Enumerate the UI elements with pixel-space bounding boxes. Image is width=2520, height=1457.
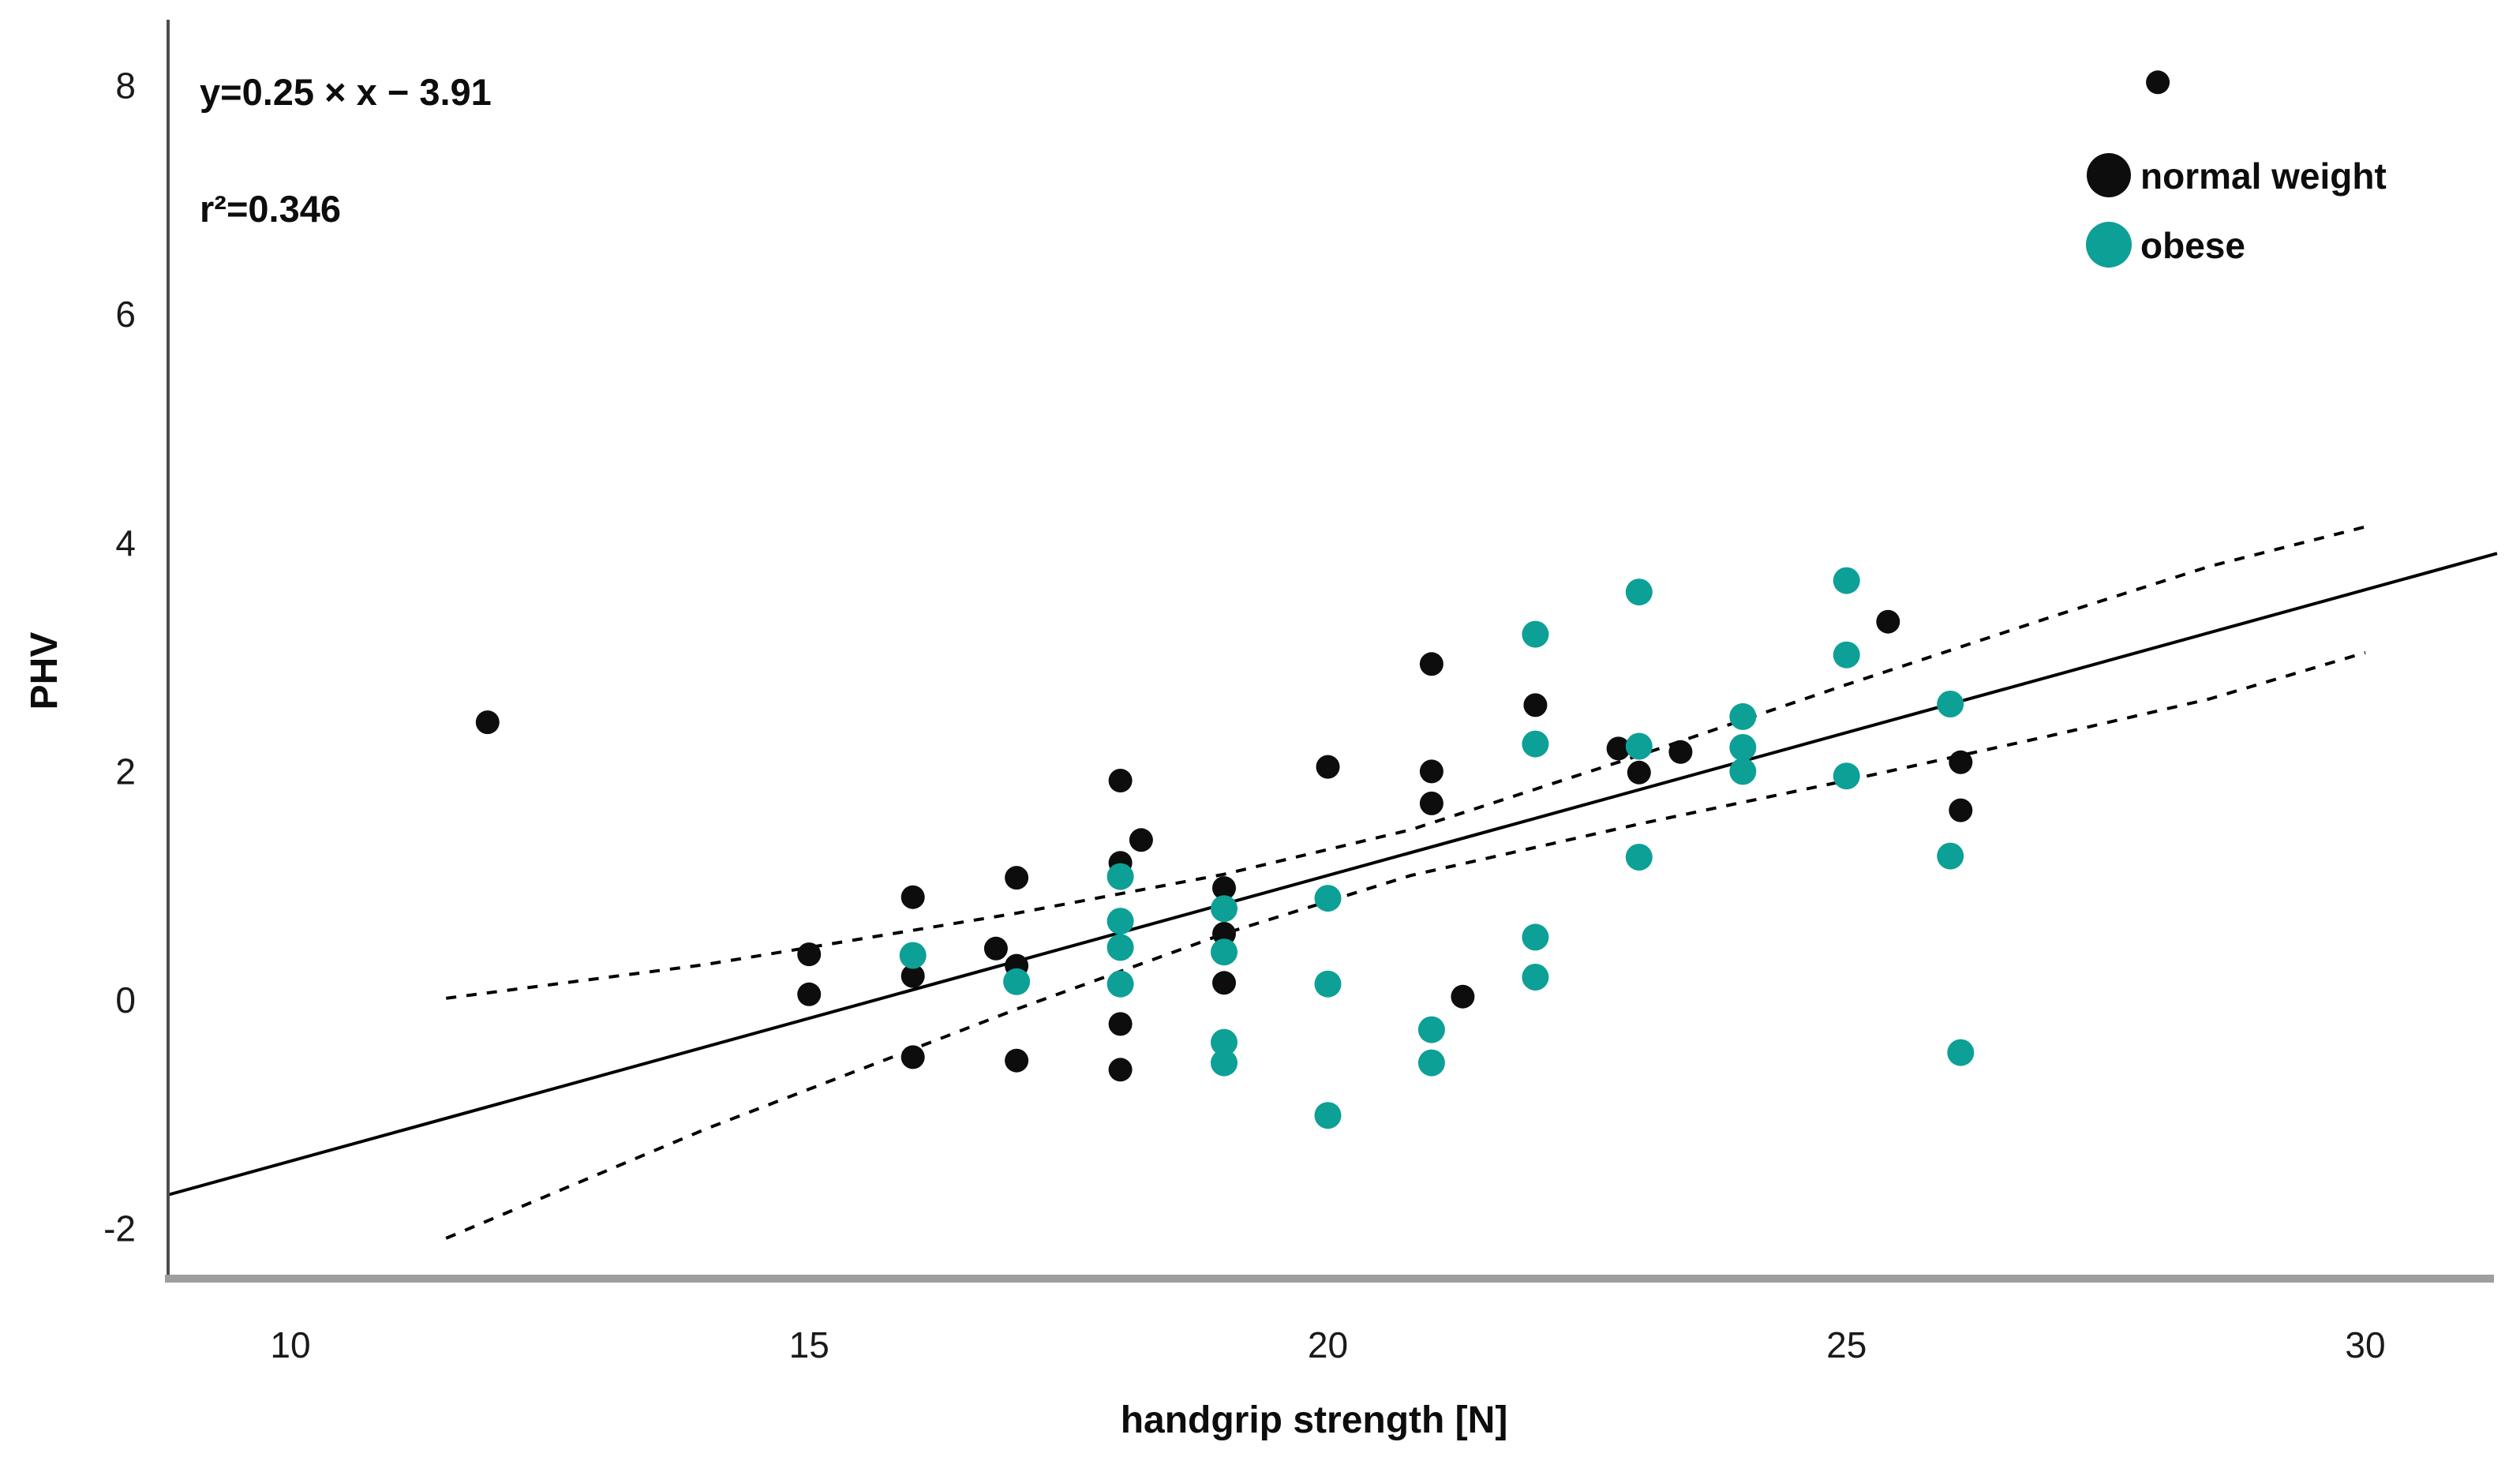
data-point bbox=[1108, 1058, 1133, 1082]
data-point bbox=[1947, 1039, 1975, 1066]
ci-upper-dashed-line bbox=[445, 525, 2366, 1000]
data-point bbox=[901, 1045, 925, 1069]
data-point bbox=[1106, 970, 1134, 998]
data-point bbox=[1212, 876, 1236, 901]
data-point bbox=[1522, 923, 1549, 951]
data-point bbox=[901, 885, 925, 909]
legend-marker-normal-weight bbox=[2087, 153, 2131, 197]
equation-text: y=0.25 × x − 3.91 bbox=[200, 71, 492, 113]
data-point bbox=[1314, 1102, 1342, 1129]
data-point bbox=[1876, 609, 1900, 634]
data-point bbox=[1108, 769, 1133, 792]
y-tick-label: 8 bbox=[115, 66, 136, 107]
data-point bbox=[1314, 885, 1342, 912]
data-point bbox=[1129, 828, 1153, 852]
x-axis-label: handgrip strength [N] bbox=[1121, 1399, 1508, 1441]
data-point bbox=[1417, 1016, 1445, 1043]
data-point bbox=[1625, 579, 1653, 606]
data-point bbox=[1212, 971, 1236, 995]
legend-label-normal-weight: normal weight bbox=[2140, 155, 2387, 197]
data-point bbox=[1833, 641, 1860, 669]
x-tick-label: 20 bbox=[1308, 1324, 1348, 1365]
data-point bbox=[1949, 798, 1973, 822]
data-point bbox=[901, 964, 925, 988]
data-point bbox=[1833, 567, 1860, 594]
data-point bbox=[1106, 863, 1134, 890]
y-tick-label: 0 bbox=[115, 979, 136, 1021]
data-point bbox=[2146, 70, 2170, 95]
data-point bbox=[1522, 730, 1549, 758]
data-point bbox=[1625, 844, 1653, 871]
data-point bbox=[1668, 740, 1693, 764]
data-point bbox=[1003, 968, 1031, 995]
y-axis-tick-labels: 8 6 4 2 0 -2 bbox=[103, 66, 136, 1249]
data-point bbox=[1211, 938, 1238, 966]
data-point bbox=[1949, 750, 1973, 774]
y-tick-label: 2 bbox=[115, 751, 136, 792]
data-point bbox=[1106, 934, 1134, 961]
data-point bbox=[1451, 984, 1475, 1009]
data-point bbox=[797, 942, 822, 967]
data-point bbox=[899, 942, 927, 969]
legend: normal weight obese bbox=[2086, 153, 2387, 268]
data-point bbox=[1625, 732, 1653, 760]
data-point bbox=[1833, 762, 1860, 790]
data-point bbox=[1419, 652, 1443, 676]
data-point bbox=[1314, 970, 1342, 998]
data-point bbox=[1005, 866, 1029, 890]
data-point bbox=[1523, 693, 1548, 717]
data-point bbox=[1419, 791, 1443, 815]
data-point bbox=[475, 710, 500, 735]
data-point bbox=[1729, 702, 1757, 730]
y-axis-label: PHV bbox=[24, 632, 66, 710]
x-tick-label: 30 bbox=[2345, 1324, 2385, 1365]
data-point bbox=[1419, 759, 1443, 784]
x-tick-label: 10 bbox=[270, 1324, 310, 1365]
data-point bbox=[1937, 842, 1964, 870]
confidence-interval-lines bbox=[445, 525, 2366, 1240]
data-point bbox=[1106, 908, 1134, 935]
x-axis-tick-labels: 10 15 20 25 30 bbox=[270, 1324, 2385, 1365]
legend-label-obese: obese bbox=[2140, 225, 2245, 266]
data-point bbox=[1606, 736, 1631, 761]
y-tick-label: -2 bbox=[103, 1208, 136, 1249]
data-point bbox=[1417, 1049, 1445, 1077]
obese-points bbox=[899, 567, 1975, 1129]
r-squared-text: r²=0.346 bbox=[200, 188, 341, 230]
y-tick-label: 4 bbox=[115, 522, 136, 564]
data-point bbox=[983, 936, 1008, 961]
data-point bbox=[1729, 758, 1757, 785]
data-point bbox=[1522, 620, 1549, 648]
data-point bbox=[1937, 691, 1964, 717]
data-point bbox=[797, 982, 822, 1006]
data-point bbox=[1211, 1028, 1238, 1056]
data-point bbox=[1522, 964, 1549, 991]
data-point bbox=[1316, 755, 1340, 779]
ci-lower-dashed-line bbox=[445, 650, 2366, 1240]
data-point bbox=[1729, 734, 1757, 761]
data-point bbox=[1108, 1012, 1133, 1036]
data-point bbox=[1211, 895, 1238, 923]
y-tick-label: 6 bbox=[115, 294, 136, 335]
legend-marker-obese bbox=[2086, 222, 2132, 268]
regression-line bbox=[167, 552, 2498, 1197]
data-point bbox=[1211, 1049, 1238, 1077]
x-tick-label: 15 bbox=[789, 1324, 829, 1365]
x-tick-label: 25 bbox=[1826, 1324, 1867, 1365]
normal-weight-points bbox=[475, 70, 2170, 1082]
data-point bbox=[1627, 760, 1651, 785]
data-point bbox=[1212, 922, 1236, 946]
data-point bbox=[1005, 1048, 1029, 1073]
